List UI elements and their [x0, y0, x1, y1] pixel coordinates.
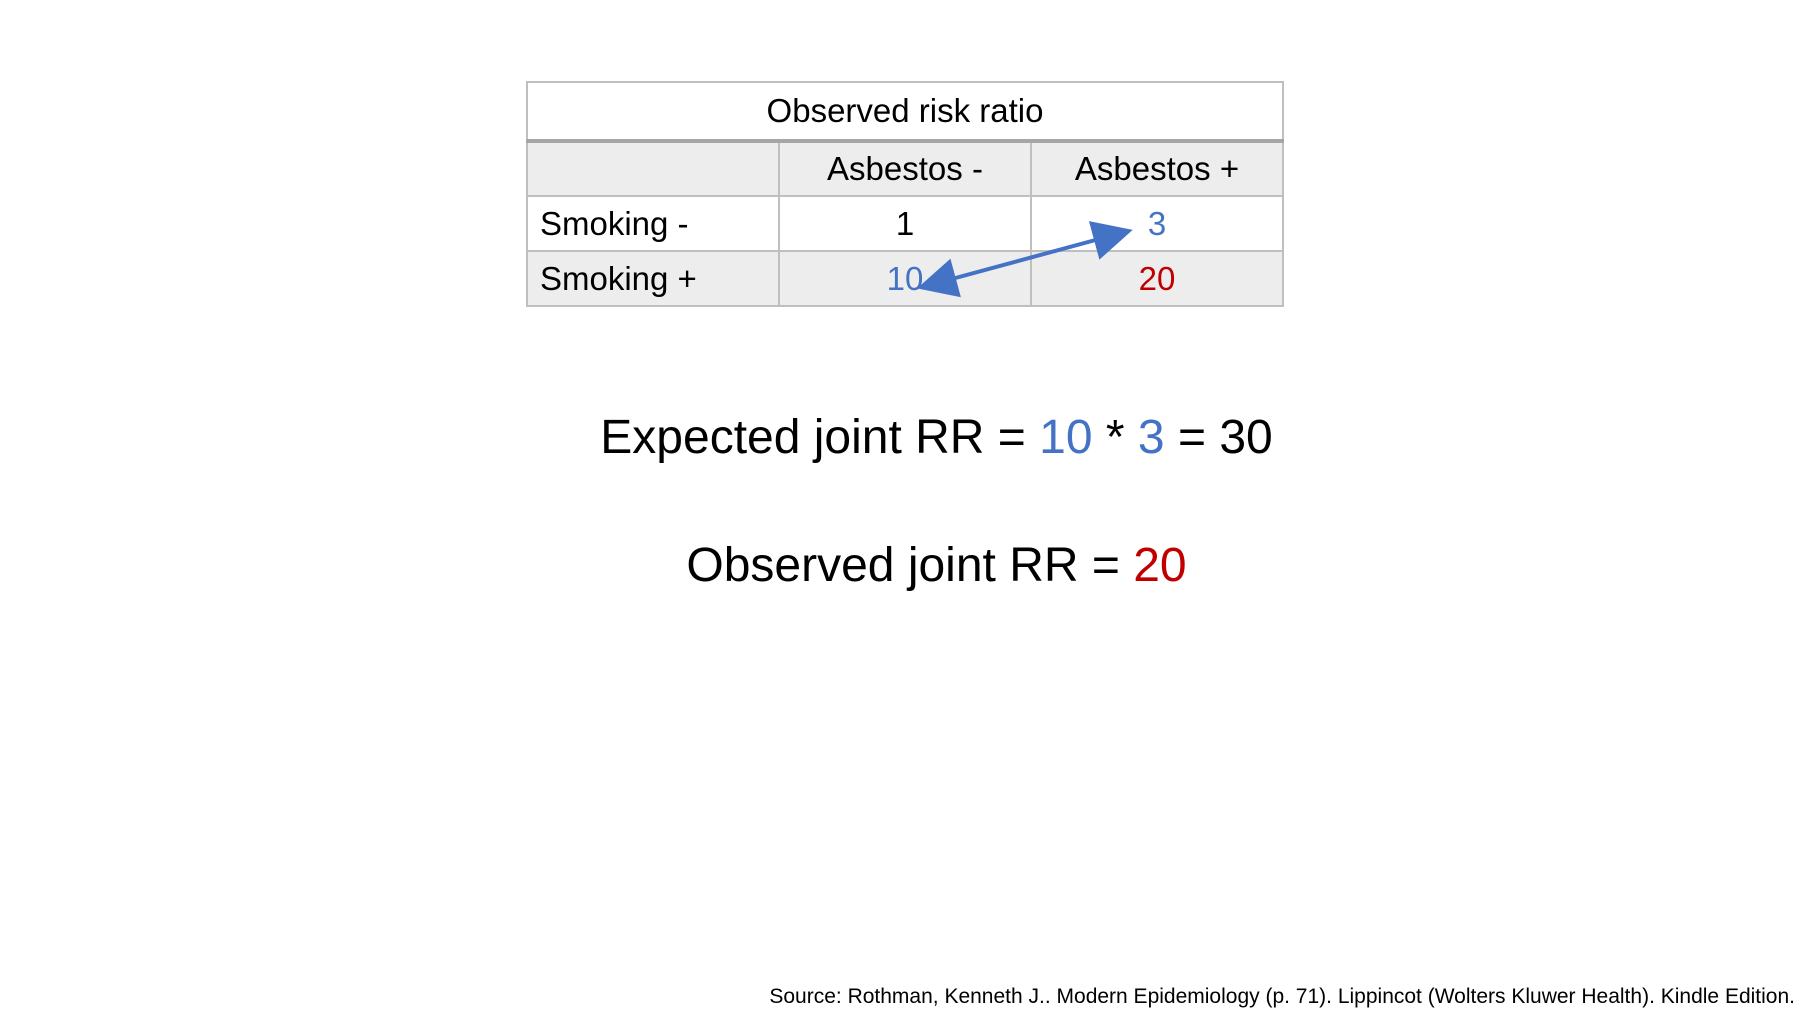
table-row-smoking-positive: Smoking + 10 20 [526, 250, 1285, 307]
header-asbestos-positive: Asbestos + [1029, 140, 1285, 197]
observed-label: Observed joint RR = [686, 539, 1134, 592]
table-header-row: Asbestos - Asbestos + [526, 140, 1285, 197]
header-corner-cell [526, 140, 780, 197]
expected-operator: * [1092, 411, 1138, 464]
source-citation: Source: Rothman, Kenneth J.. Modern Epid… [769, 985, 1795, 1008]
row-label-smoking-positive: Smoking + [526, 250, 780, 307]
observed-joint-rr-equation: Observed joint RR = 20 [36, 538, 1801, 593]
table-title-row: Observed risk ratio [525, 81, 1285, 143]
expected-factor-asbestos: 3 [1137, 411, 1165, 464]
cell-smoking-neg-asbestos-pos: 3 [1029, 195, 1285, 252]
expected-label: Expected joint RR = [600, 411, 1040, 464]
expected-equals: = [1164, 411, 1220, 464]
header-asbestos-negative: Asbestos - [778, 140, 1032, 197]
table-row-smoking-negative: Smoking - 1 3 [526, 195, 1285, 252]
risk-ratio-table: Observed risk ratio Asbestos - Asbestos … [525, 81, 1285, 307]
row-label-smoking-negative: Smoking - [526, 195, 780, 252]
cell-smoking-pos-asbestos-neg: 10 [778, 250, 1032, 307]
cell-smoking-pos-asbestos-pos: 20 [1029, 250, 1285, 307]
observed-value: 20 [1133, 539, 1187, 592]
table-title: Observed risk ratio [525, 81, 1285, 143]
expected-joint-rr-equation: Expected joint RR = 10 * 3 = 30 [36, 410, 1801, 465]
expected-factor-smoking: 10 [1039, 411, 1093, 464]
expected-result: 30 [1219, 411, 1273, 464]
cell-smoking-neg-asbestos-neg: 1 [778, 195, 1032, 252]
